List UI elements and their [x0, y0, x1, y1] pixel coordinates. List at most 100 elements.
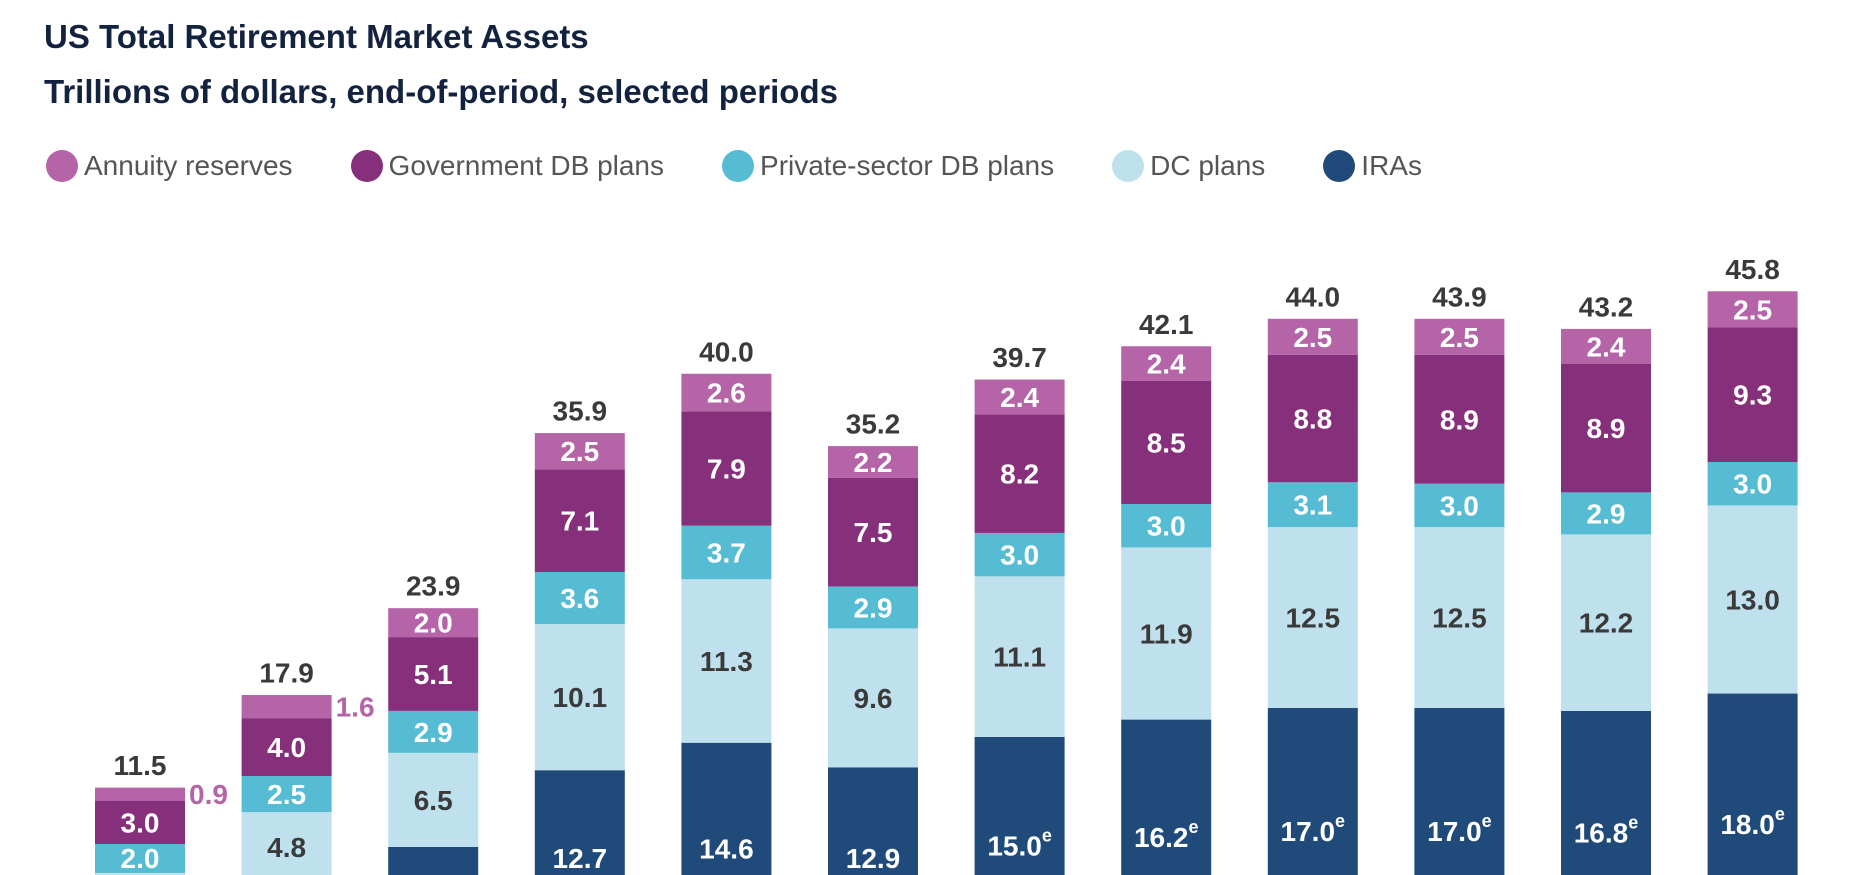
total-value-label: 35.2: [846, 409, 901, 440]
segment-value-label: 3.1: [1293, 489, 1332, 520]
segment-value-label: 3.0: [1733, 468, 1772, 499]
segment-value: 3.0: [1147, 510, 1186, 541]
segment-value: 12.2: [1579, 607, 1634, 638]
segment-value-label: 2.4: [1587, 331, 1626, 362]
segment-value-label: 11.9: [1140, 618, 1193, 649]
segment-value: 8.9: [1587, 413, 1626, 444]
segment-value-label: 7.5: [854, 517, 893, 548]
segment-value: 0.9: [189, 779, 228, 810]
bar-segment-dc-plans: [1561, 534, 1651, 711]
segment-value-label: 2.5: [267, 779, 306, 810]
bar-segment-annuity-reserves: [1121, 346, 1212, 381]
segment-value: 3.0: [1000, 539, 1039, 570]
segment-value-label: 10.1: [553, 682, 608, 713]
segment-value: 4.8: [267, 831, 306, 862]
legend-label: Private-sector DB plans: [760, 150, 1055, 181]
bar-segment-private-sector-db-plans: [974, 532, 1065, 577]
segment-value: 16.8: [1574, 817, 1629, 848]
legend-label: Annuity reserves: [84, 150, 293, 181]
segment-value-label: 14.6: [699, 833, 754, 864]
segment-value-label: 12.9: [846, 843, 901, 874]
bar-segment-dc-plans: [534, 624, 625, 771]
segment-value-label: 2.5: [1440, 321, 1479, 352]
bar-segment-dc-plans: [681, 579, 772, 743]
bar-segment-private-sector-db-plans: [388, 710, 479, 753]
segment-value: 2.6: [707, 377, 746, 408]
segment-value-label: 2.6: [707, 377, 746, 408]
bar-segment-dc-plans: [1121, 547, 1212, 720]
bar-segment-government-db-plans: [1121, 380, 1212, 504]
bar-segment-dc-plans: [95, 872, 185, 875]
segment-value: 11.1: [993, 641, 1046, 672]
segment-value: 17.0: [1281, 816, 1336, 847]
segment-value: 10.1: [553, 682, 608, 713]
bar-segment-private-sector-db-plans: [1561, 492, 1651, 535]
bar-segment-government-db-plans: [1267, 354, 1358, 483]
total-value-label: 23.9: [406, 571, 461, 602]
bar-segment-government-db-plans: [974, 414, 1065, 533]
legend-item-government-db: Government DB plans: [350, 150, 664, 182]
bar-segment-private-sector-db-plans: [1121, 503, 1212, 548]
segment-value: 3.1: [1293, 489, 1332, 520]
legend-swatch: [350, 150, 383, 182]
segment-value-label: 3.0: [1440, 490, 1479, 521]
segment-value-label: 11.1: [993, 641, 1046, 672]
legend-swatch: [46, 150, 78, 182]
bar-segment-dc-plans: [1707, 505, 1798, 694]
bar-segment-private-sector-db-plans: [1267, 482, 1358, 528]
segment-value-label: 3.0: [1000, 539, 1039, 570]
bar-segment-private-sector-db-plans: [681, 525, 772, 580]
segment-value-label: 17.0e: [1427, 811, 1492, 847]
segment-value-label: 4.8: [267, 831, 306, 862]
bar-segment-government-db-plans: [534, 469, 625, 572]
segment-value-label: 2.4: [1000, 381, 1039, 412]
segment-value-label: 5.1: [414, 659, 453, 690]
segment-value: 2.5: [1733, 294, 1772, 325]
bar-segment-annuity-reserves: [974, 379, 1065, 415]
segment-value: 13.0: [1725, 584, 1780, 615]
segment-value-label: 0.9: [189, 779, 228, 810]
segment-value: 12.5: [1286, 602, 1341, 633]
segment-value: 8.2: [1000, 458, 1039, 489]
segment-value: 8.9: [1440, 404, 1479, 435]
segment-value: 11.3: [700, 645, 753, 676]
total-value-label: 43.2: [1579, 291, 1634, 322]
segment-value-label: 2.5: [1733, 294, 1772, 325]
segment-value-label: 12.5: [1286, 602, 1341, 633]
segment-value: 2.9: [854, 592, 893, 623]
segment-value: 3.6: [560, 583, 599, 614]
segment-value: 17.0: [1427, 816, 1482, 847]
estimate-marker: e: [1775, 804, 1785, 824]
total-value-label: 44.0: [1286, 281, 1341, 312]
segment-value-label: 8.5: [1147, 427, 1186, 458]
segment-value-label: 12.2: [1579, 607, 1634, 638]
segment-value-label: 3.7: [707, 537, 746, 568]
segment-value: 4.0: [267, 732, 306, 763]
segment-value: 2.9: [414, 716, 453, 747]
legend-swatch: [1323, 150, 1356, 182]
segment-value: 18.0: [1720, 808, 1775, 839]
bar-segment-annuity-reserves: [681, 373, 772, 412]
segment-value: 2.5: [560, 436, 599, 467]
bar-segment-annuity-reserves: [388, 608, 479, 638]
total-value-label: 11.5: [114, 750, 167, 781]
segment-value: 3.0: [1440, 490, 1479, 521]
segment-value-label: 9.6: [854, 682, 893, 713]
estimate-marker: e: [1042, 825, 1052, 845]
segment-value-label: 3.0: [1147, 510, 1186, 541]
segment-value-label: 17.0e: [1281, 811, 1346, 847]
total-value-label: 35.9: [553, 396, 608, 427]
segment-value-label: 16.8e: [1574, 812, 1639, 848]
segment-value: 3.0: [121, 807, 160, 838]
legend: Annuity reserves Government DB plans Pri…: [46, 150, 1480, 182]
segment-value-label: 2.0: [121, 843, 160, 874]
bar-segment-private-sector-db-plans: [241, 776, 332, 813]
segment-value-label: 2.4: [1147, 348, 1186, 379]
bar-segment-iras: [1561, 710, 1651, 875]
segment-value-label: 2.2: [854, 447, 893, 478]
bar-segment-government-db-plans: [241, 718, 332, 777]
segment-value-label: 8.9: [1587, 413, 1626, 444]
bar-segment-iras: [1707, 693, 1798, 875]
chart-title: US Total Retirement Market Assets: [44, 18, 589, 55]
